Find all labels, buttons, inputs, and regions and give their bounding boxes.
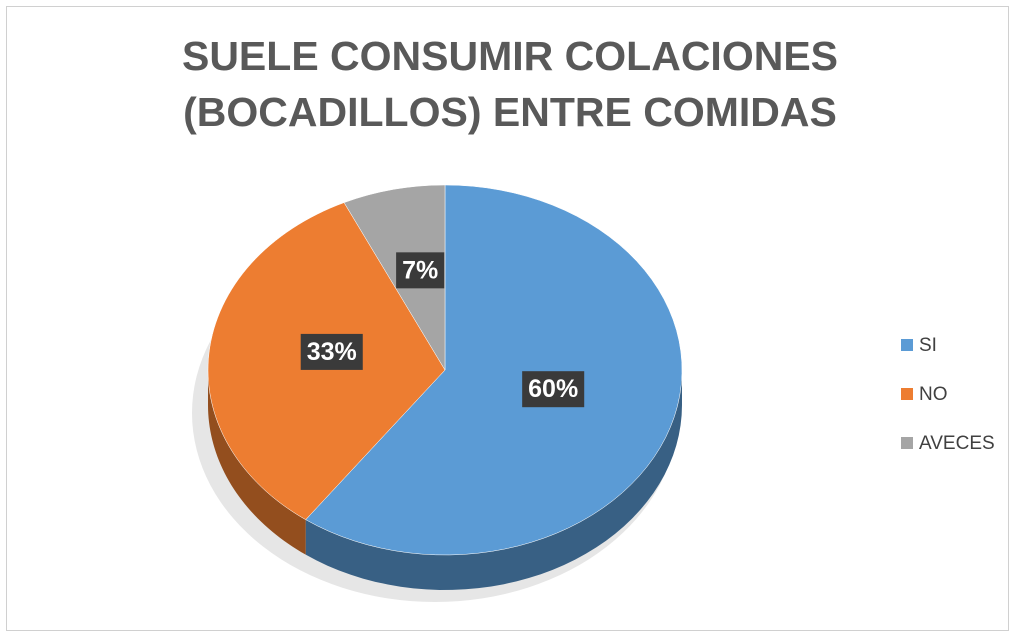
data-label: 7% (402, 256, 438, 284)
slice-side (208, 370, 306, 555)
legend-label: AVECES (919, 433, 995, 454)
data-label: 33% (307, 338, 357, 366)
data-label-box (396, 252, 445, 289)
slice (343, 184, 446, 371)
slice-side (305, 370, 682, 590)
chart-title: SUELE CONSUMIR COLACIONES (BOCADILLOS) E… (181, 33, 839, 135)
slice (305, 184, 683, 556)
data-label: 60% (528, 375, 578, 403)
legend-swatch (901, 388, 913, 400)
legend-swatch (901, 437, 913, 449)
data-label-box (522, 371, 585, 408)
legend-label: SI (919, 335, 937, 356)
legend-label: NO (919, 384, 948, 405)
data-label-box (300, 333, 363, 370)
legend-swatch (901, 339, 913, 351)
